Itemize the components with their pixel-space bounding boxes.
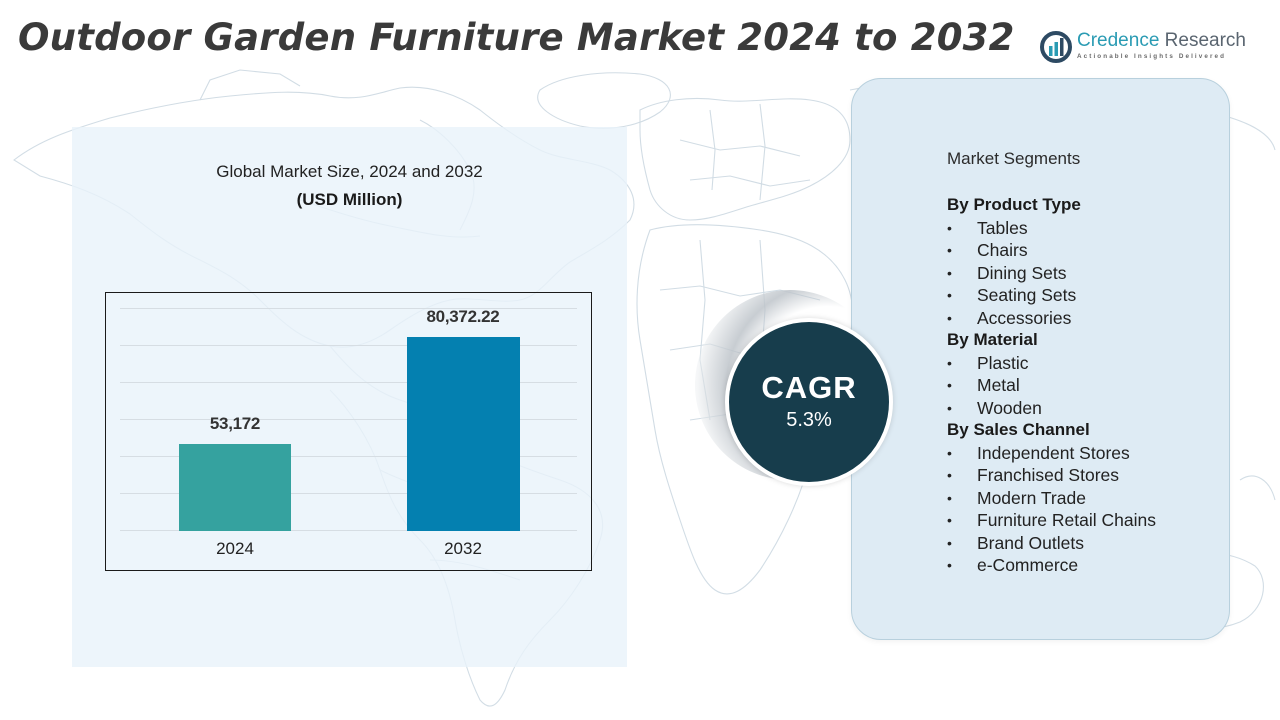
credence-research-logo[interactable]: Credence Research Actionable Insights De… xyxy=(1040,30,1246,63)
logo-tagline: Actionable Insights Delivered xyxy=(1077,53,1227,60)
list-item: • Furniture Retail Chains xyxy=(947,510,1156,530)
bar-value-2024: 53,172 xyxy=(209,414,261,433)
page-title: Outdoor Garden Furniture Market 2024 to … xyxy=(18,16,1015,59)
bullet-icon: • xyxy=(947,489,952,506)
bullet-icon: • xyxy=(947,264,952,281)
list-item: • Brand Outlets xyxy=(947,532,1084,553)
gridline xyxy=(120,345,577,346)
bar-chart: 53,172 2024 80,372.22 2032 xyxy=(105,292,592,571)
gridline xyxy=(120,530,577,531)
bullet-icon: • xyxy=(947,287,952,303)
bullet-icon: • xyxy=(947,512,952,528)
bullet-icon: • xyxy=(947,534,952,551)
list-item: • Franchised Stores xyxy=(947,465,1120,485)
cagr-label: CAGR xyxy=(761,370,857,405)
list-item: • Tables xyxy=(947,217,1028,238)
cagr-value: 5.3% xyxy=(786,409,832,431)
bullet-icon: • xyxy=(947,377,952,393)
bullet-icon: • xyxy=(947,354,952,371)
segment-group-material: By Material xyxy=(947,330,1038,349)
bullet-icon: • xyxy=(947,219,952,236)
list-item: • Wooden xyxy=(947,397,1042,418)
bar-chart-circle-icon xyxy=(1040,31,1072,63)
bullet-icon: • xyxy=(947,444,952,461)
cagr-badge: CAGR 5.3% xyxy=(725,318,893,486)
list-item: • Independent Stores xyxy=(947,442,1130,463)
market-segments-panel xyxy=(851,78,1230,640)
list-item: • Metal xyxy=(947,375,1020,395)
bar-2032[interactable] xyxy=(407,337,520,531)
bullet-icon: • xyxy=(947,557,952,573)
gridline xyxy=(120,308,577,309)
list-item: • Dining Sets xyxy=(947,262,1067,283)
bar-2024[interactable] xyxy=(179,444,291,531)
gridline xyxy=(120,456,577,457)
bullet-icon: • xyxy=(947,399,952,416)
gridline xyxy=(120,382,577,383)
segments-heading: Market Segments xyxy=(947,149,1081,168)
chart-unit: (USD Million) xyxy=(296,190,403,209)
bar-category-2032: 2032 xyxy=(444,539,482,558)
bar-category-2024: 2024 xyxy=(216,539,254,558)
list-item: • Accessories xyxy=(947,307,1072,328)
bar-value-2032: 80,372.22 xyxy=(426,307,500,326)
logo-name: Credence Research xyxy=(1077,30,1246,51)
segment-group-product-type: By Product Type xyxy=(947,195,1081,214)
market-segments-list: Market Segments By Product Type • Tables … xyxy=(947,148,1156,577)
list-item: • Plastic xyxy=(947,352,1029,373)
list-item: • Seating Sets xyxy=(947,285,1077,305)
list-item: • Modern Trade xyxy=(947,487,1086,508)
market-size-panel xyxy=(72,127,627,667)
chart-title: Global Market Size, 2024 and 2032 xyxy=(216,162,483,181)
segment-group-sales-channel: By Sales Channel xyxy=(947,420,1090,439)
bullet-icon: • xyxy=(947,242,952,258)
gridline xyxy=(120,493,577,494)
bullet-icon: • xyxy=(947,467,952,483)
list-item: • e-Commerce xyxy=(947,555,1079,575)
bullet-icon: • xyxy=(947,309,952,326)
list-item: • Chairs xyxy=(947,240,1028,260)
gridline xyxy=(120,419,577,420)
